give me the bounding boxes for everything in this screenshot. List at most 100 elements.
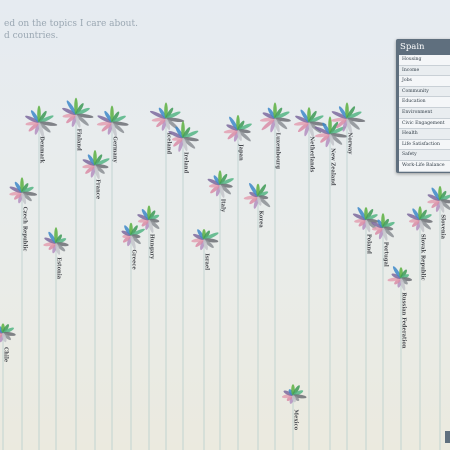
petal-civic — [292, 385, 300, 396]
topic-item[interactable]: Environment — [399, 107, 450, 119]
topic-item[interactable]: Safety — [399, 150, 450, 161]
country-label: Netherlands — [309, 136, 315, 172]
petal-community — [9, 186, 23, 194]
petal-health — [419, 214, 432, 221]
country-flower[interactable]: Slovenia — [427, 186, 450, 450]
petal-community — [168, 130, 184, 139]
country-flower[interactable]: Chile — [0, 323, 16, 450]
topic-item[interactable]: Jobs — [399, 76, 450, 87]
country-flower[interactable]: Ireland — [168, 121, 199, 450]
petal-housing — [270, 118, 276, 133]
petal-life — [346, 117, 366, 123]
corner-button[interactable] — [445, 431, 450, 443]
country-flower[interactable]: Iceland — [149, 102, 185, 450]
topic-item[interactable]: Life Satisfaction — [399, 139, 450, 151]
petal-safety — [203, 239, 214, 248]
petal-civic — [130, 225, 138, 236]
country-flower[interactable]: Hungary — [137, 205, 161, 450]
petal-life — [308, 121, 327, 126]
petal-civic — [382, 218, 390, 228]
petal-education — [175, 126, 184, 139]
country-flower[interactable]: Estonia — [43, 227, 69, 450]
petal-civic — [148, 210, 156, 220]
petal-health — [439, 194, 450, 201]
country-flower[interactable]: Slovak Republic — [406, 206, 433, 450]
topic-item[interactable]: Work-Life Balance — [399, 160, 450, 172]
country-flower[interactable]: France — [82, 150, 110, 450]
country-flower[interactable]: Luxembourg — [259, 102, 291, 450]
country-flower[interactable]: Denmark — [24, 105, 58, 450]
petal-income — [173, 137, 184, 147]
petal-education — [249, 182, 259, 197]
petal-education — [48, 231, 57, 244]
petal-worklife — [292, 395, 297, 403]
petal-safety — [75, 114, 89, 126]
country-flower[interactable]: Germany — [96, 105, 129, 450]
petal-life — [165, 117, 185, 123]
petal-education — [87, 154, 96, 166]
petal-jobs — [151, 117, 167, 122]
country-label: Portugal — [383, 242, 389, 267]
petal-safety — [130, 235, 141, 245]
petal-health — [38, 115, 54, 123]
country-flower[interactable]: New Zealand — [314, 116, 348, 450]
petal-community — [193, 233, 205, 240]
country-label: Slovenia — [440, 214, 446, 239]
petal-civic — [94, 154, 103, 166]
petal-health — [365, 214, 378, 221]
topic-item[interactable]: Civic Engagement — [399, 118, 450, 130]
country-label: Poland — [366, 234, 372, 254]
petal-community — [82, 159, 96, 166]
petal-income — [195, 239, 205, 247]
petal-worklife — [182, 137, 188, 152]
petal-worklife — [400, 278, 406, 291]
country-flower[interactable]: Korea — [243, 182, 271, 450]
country-label: Finland — [76, 129, 82, 152]
petal-education — [322, 122, 331, 135]
country-flower[interactable]: Japan — [223, 115, 252, 450]
topic-item[interactable]: Community — [399, 86, 450, 98]
petal-civic — [55, 234, 63, 244]
country-flower[interactable]: Portugal — [371, 213, 396, 450]
country-flower[interactable]: Poland — [352, 206, 379, 450]
petal-civic — [38, 110, 47, 123]
topic-item[interactable]: Health — [399, 129, 450, 140]
country-label: Norway — [347, 133, 353, 156]
petal-education — [158, 107, 167, 119]
petal-worklife — [257, 196, 262, 206]
petal-life — [75, 113, 94, 119]
petal-civic — [2, 324, 10, 334]
country-flower[interactable]: Israel — [191, 228, 219, 450]
petal-housing — [304, 122, 310, 137]
petal-life — [329, 133, 348, 138]
petal-community — [25, 115, 40, 123]
country-label: Italy — [220, 199, 226, 213]
topic-item[interactable]: Housing — [399, 55, 450, 66]
petal-safety — [38, 122, 51, 133]
petal-education — [392, 266, 402, 279]
petal-worklife — [2, 332, 7, 343]
petal-safety — [219, 184, 232, 195]
country-detail-panel: Spain Housing Income Jobs Community Educatio… — [396, 39, 450, 173]
country-flower[interactable]: Greece — [121, 222, 146, 450]
petal-community — [226, 124, 239, 131]
petal-education — [124, 225, 132, 236]
country-flower[interactable]: Italy — [207, 170, 235, 450]
country-flower[interactable]: Mexico — [281, 384, 307, 450]
petal-income — [261, 118, 276, 131]
country-flower[interactable]: Norway — [331, 102, 366, 450]
petal-education — [104, 110, 113, 123]
country-label: Mexico — [293, 409, 299, 430]
topic-item[interactable]: Education — [399, 97, 450, 108]
petal-health — [203, 232, 219, 240]
petal-income — [335, 118, 348, 129]
country-label: Iceland — [166, 133, 172, 155]
petal-income — [297, 122, 310, 133]
country-flower[interactable]: Czech Republic — [9, 177, 38, 450]
petal-education — [300, 109, 310, 123]
petal-community — [249, 191, 259, 198]
petal-health — [219, 178, 234, 186]
country-flower[interactable]: Finland — [61, 97, 94, 450]
country-flower[interactable]: Russian Federation — [387, 265, 413, 450]
topic-item[interactable]: Income — [399, 65, 450, 77]
